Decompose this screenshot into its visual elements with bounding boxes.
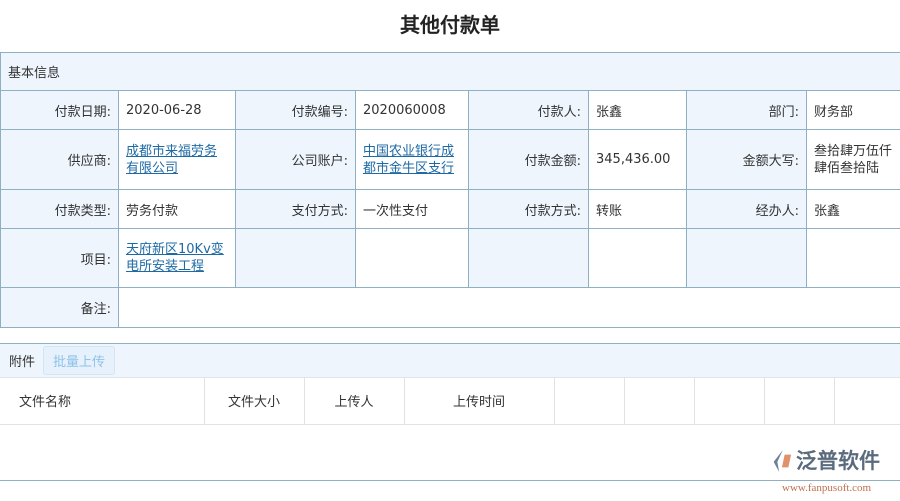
col-empty <box>834 378 900 425</box>
label-project: 项目: <box>0 228 119 288</box>
label-amount-words: 金额大写: <box>686 129 807 190</box>
batch-upload-button[interactable]: 批量上传 <box>43 346 116 375</box>
pay-mode-value: 一次性支付 <box>355 189 469 229</box>
basic-info-form: 基本信息 付款日期: 2020-06-28 付款编号: 2020060008 付… <box>0 52 900 328</box>
payment-method-value: 转账 <box>588 189 687 229</box>
col-empty <box>694 378 765 425</box>
payer-value: 张鑫 <box>588 90 687 130</box>
fanpu-logo: 泛普软件 <box>770 449 880 473</box>
col-empty <box>624 378 695 425</box>
label-payment-type: 付款类型: <box>0 189 119 229</box>
label-supplier: 供应商: <box>0 129 119 190</box>
col-file-size: 文件大小 <box>204 378 305 425</box>
label-pay-mode: 支付方式: <box>235 189 356 229</box>
attachments-label: 附件 <box>9 355 36 370</box>
payment-type-value: 劳务付款 <box>118 189 236 229</box>
col-file-name: 文件名称 <box>0 378 205 425</box>
page-title: 其他付款单 <box>400 13 500 37</box>
col-empty <box>764 378 835 425</box>
col-uploader: 上传人 <box>304 378 405 425</box>
label-remark: 备注: <box>0 287 119 328</box>
label-amount: 付款金额: <box>468 129 589 190</box>
remark-value <box>117 287 900 328</box>
amount-value: 345,436.00 <box>588 129 687 190</box>
logo-text: 泛普软件 <box>796 449 880 473</box>
payment-date-value: 2020-06-28 <box>118 90 236 130</box>
label-payment-method: 付款方式: <box>468 189 589 229</box>
label-handler: 经办人: <box>686 189 807 229</box>
label-department: 部门: <box>686 90 807 130</box>
project-link[interactable]: 天府新区10Kv变电所安装工程 <box>126 242 224 274</box>
company-account-link[interactable]: 中国农业银行成都市金牛区支行 <box>363 143 455 176</box>
handler-value: 张鑫 <box>805 189 900 229</box>
label-payment-date: 付款日期: <box>0 90 119 130</box>
fanpu-logo-icon <box>773 450 792 472</box>
payment-no-value: 2020060008 <box>355 90 469 130</box>
label-payment-no: 付款编号: <box>235 90 356 130</box>
supplier-link[interactable]: 成都市来福劳务有限公司 <box>126 143 218 176</box>
amount-words-value: 叁拾肆万伍仟肆佰叁拾陆 <box>805 129 900 190</box>
section-header: 基本信息 <box>0 52 900 91</box>
label-company-account: 公司账户: <box>235 129 356 190</box>
col-upload-time: 上传时间 <box>404 378 555 425</box>
label-payer: 付款人: <box>468 90 589 130</box>
col-empty <box>554 378 625 425</box>
attachments-table: 文件名称 文件大小 上传人 上传时间 <box>0 378 900 425</box>
attachments-header: 附件 批量上传 <box>0 343 900 378</box>
department-value: 财务部 <box>805 90 900 130</box>
logo-url: www.fanpusoft.com <box>780 482 874 495</box>
bottom-divider <box>0 480 900 481</box>
